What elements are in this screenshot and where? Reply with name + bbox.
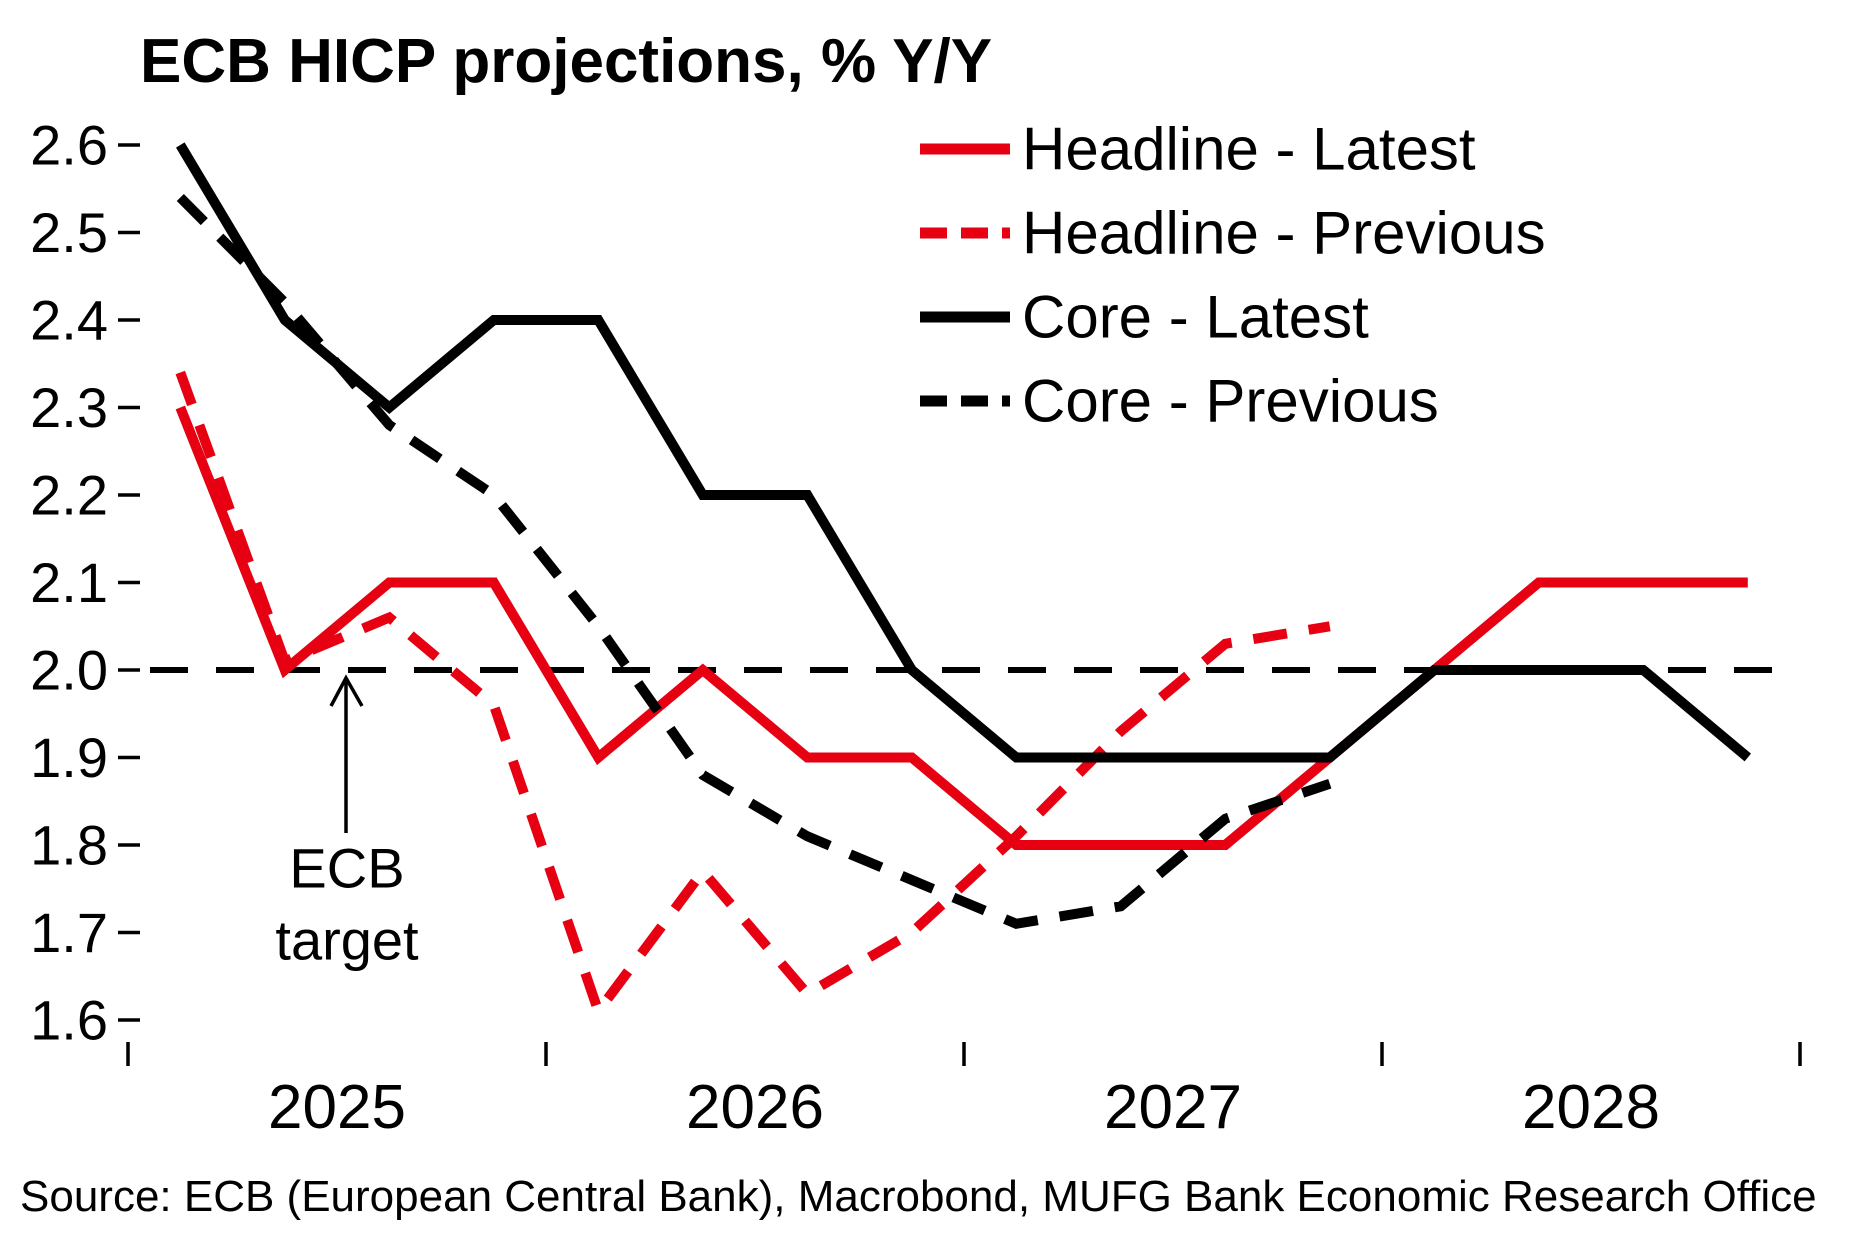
x-axis-label: 2025 (268, 1073, 406, 1142)
series-line-core-latest (176, 142, 1752, 763)
y-axis-label: 2.4 (30, 289, 108, 352)
chart-title: ECB HICP projections, % Y/Y (140, 27, 993, 96)
target-annotation-line: ECB (289, 837, 404, 900)
series-line-headline-previous (175, 370, 1331, 1022)
y-axis-label: 1.8 (30, 814, 108, 877)
x-axis-label: 2028 (1522, 1073, 1660, 1142)
y-axis-label: 2.0 (30, 639, 108, 702)
y-axis-label: 2.5 (30, 201, 108, 264)
x-axis-label: 2026 (686, 1073, 824, 1142)
legend-label: Headline - Latest (1022, 116, 1476, 183)
target-arrow-head (329, 674, 364, 707)
y-axis-label: 2.6 (30, 114, 108, 177)
target-annotation-line: target (275, 909, 419, 972)
y-axis-label: 1.7 (30, 901, 108, 964)
x-axis-label: 2027 (1104, 1073, 1242, 1142)
y-axis-label: 2.3 (30, 376, 108, 439)
y-axis-label: 2.2 (30, 464, 108, 527)
y-axis-label: 2.1 (30, 551, 108, 614)
source-text: Source: ECB (European Central Bank), Mac… (20, 1172, 1817, 1221)
series-line-core-previous (176, 193, 1332, 929)
series-line-headline-latest (175, 405, 1748, 850)
legend-label: Headline - Previous (1022, 200, 1546, 267)
legend-label: Core - Previous (1022, 368, 1439, 435)
y-axis-label: 1.6 (30, 989, 108, 1052)
legend-label: Core - Latest (1022, 284, 1369, 351)
y-axis-label: 1.9 (30, 726, 108, 789)
